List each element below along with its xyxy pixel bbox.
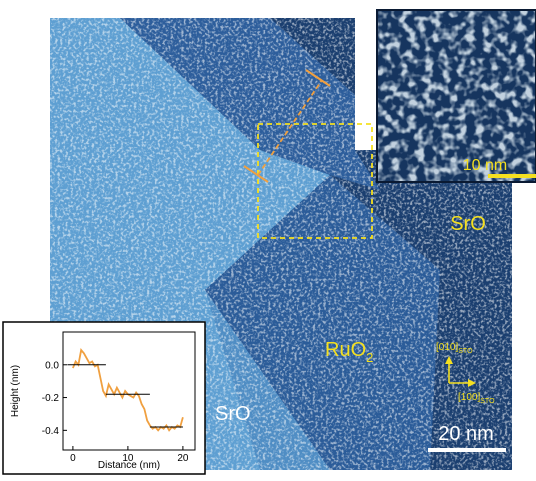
dir-main: [010] bbox=[436, 342, 458, 353]
y-tick-label: 0.0 bbox=[45, 360, 59, 371]
y-tick-label: -0.2 bbox=[42, 393, 60, 404]
ruo2-sub: 2 bbox=[366, 350, 373, 365]
y-tick-label: -0.4 bbox=[42, 426, 60, 437]
sro-label: SrO bbox=[450, 213, 486, 235]
x-tick-label: 0 bbox=[70, 453, 76, 464]
dir-main: [100] bbox=[458, 392, 480, 403]
inset-panel bbox=[3, 322, 205, 474]
y-axis-label: Height (nm) bbox=[10, 365, 21, 417]
inset-scale-bar bbox=[488, 174, 536, 178]
inset-image bbox=[377, 10, 536, 182]
scale-label: 20 nm bbox=[438, 423, 494, 445]
inset-scale-label: 10 nm bbox=[463, 157, 507, 174]
x-tick-label: 10 bbox=[122, 453, 134, 464]
dir-sub: STO bbox=[458, 348, 473, 355]
sro-label: SrO bbox=[215, 403, 251, 425]
figure: 10 nm SrO RuO2 SrO 20 nm [010]STO [100]S… bbox=[0, 0, 536, 476]
x-tick-label: 20 bbox=[177, 453, 189, 464]
dir-sub: STO bbox=[480, 398, 495, 405]
ruo2-main: RuO bbox=[325, 339, 366, 361]
scale-bar bbox=[428, 448, 506, 452]
